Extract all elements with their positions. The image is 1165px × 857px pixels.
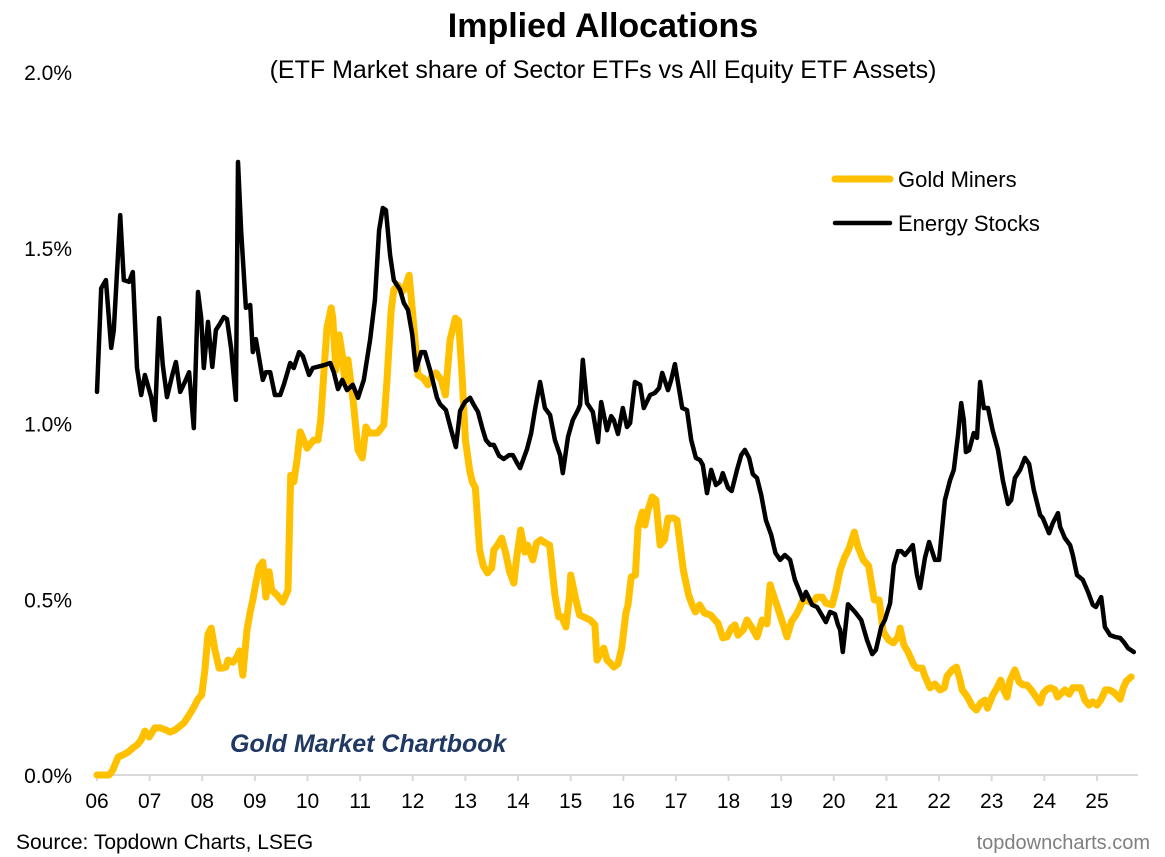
x-axis: 06 07 08 09 10 11 12 13 14 15 16 17 18 19 20 21 22 23 24 25 — [85, 774, 1138, 813]
series-lines — [93, 159, 1137, 779]
x-tick-label: 25 — [1085, 790, 1108, 813]
x-tick-label: 16 — [612, 790, 635, 813]
site-credit: topdowncharts.com — [977, 832, 1150, 854]
source-note: Source: Topdown Charts, LSEG — [16, 831, 313, 854]
series-line-gold-miners — [93, 271, 1135, 779]
chart-title: Implied Allocations — [448, 7, 758, 45]
y-tick-label: 0.5% — [24, 589, 72, 612]
x-tick-label: 23 — [980, 790, 1003, 813]
x-tick-label: 14 — [506, 790, 530, 813]
x-tick-label: 24 — [1033, 790, 1057, 813]
x-tick-label: 07 — [138, 790, 161, 813]
x-tick-label: 10 — [296, 790, 319, 813]
legend: Gold Miners Energy Stocks — [831, 167, 1040, 236]
x-tick-label: 19 — [770, 790, 793, 813]
y-axis: 0.0% 0.5% 1.0% 1.5% 2.0% — [24, 62, 72, 788]
x-tick-label: 11 — [349, 790, 371, 813]
legend-label: Gold Miners — [898, 167, 1017, 192]
y-tick-label: 1.0% — [24, 414, 72, 437]
x-tick-label: 15 — [559, 790, 582, 813]
legend-label: Energy Stocks — [898, 211, 1040, 236]
chart-subtitle: (ETF Market share of Sector ETFs vs All … — [270, 56, 937, 84]
x-tick-label: 08 — [191, 790, 214, 813]
y-tick-label: 1.5% — [24, 238, 72, 261]
chart-annotation: Gold Market Chartbook — [230, 730, 508, 758]
x-tick-label: 12 — [401, 790, 424, 813]
y-tick-label: 2.0% — [24, 62, 72, 85]
x-tick-label: 13 — [454, 790, 477, 813]
x-tick-label: 17 — [664, 790, 687, 813]
x-tick-label: 06 — [85, 790, 108, 813]
x-tick-label: 22 — [927, 790, 950, 813]
y-tick-label: 0.0% — [24, 765, 72, 788]
x-tick-label: 20 — [822, 790, 845, 813]
x-tick-label: 18 — [717, 790, 740, 813]
series-line-energy-stocks — [94, 159, 1137, 657]
x-tick-label: 09 — [243, 790, 266, 813]
x-tick-label: 21 — [875, 790, 898, 813]
